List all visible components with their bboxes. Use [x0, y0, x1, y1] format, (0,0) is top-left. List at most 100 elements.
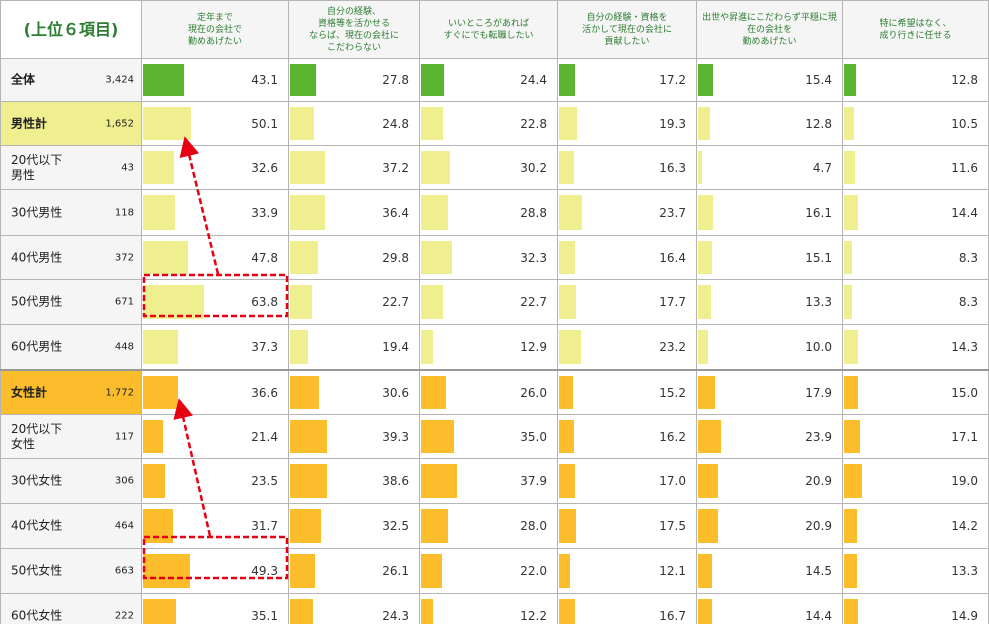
value-cell: 28.8 — [419, 189, 558, 236]
sample-size: 118 — [114, 207, 134, 218]
value-label: 12.8 — [805, 116, 832, 131]
sample-size: 663 — [114, 565, 134, 577]
row-label-cell: 40代女性 464 — [0, 503, 142, 549]
value-label: 37.9 — [520, 474, 547, 488]
value-label: 19.3 — [659, 116, 686, 131]
bar — [559, 420, 575, 453]
value-label: 50.1 — [251, 116, 278, 131]
value-label: 33.9 — [251, 205, 278, 220]
value-cell: 11.6 — [842, 145, 989, 190]
value-cell: 14.3 — [842, 324, 989, 371]
value-cell: 49.3 — [141, 548, 289, 594]
value-label: 35.0 — [520, 429, 547, 444]
value-cell: 19.4 — [288, 324, 420, 371]
value-label: 10.0 — [805, 340, 832, 354]
row-label: 男性計 — [11, 116, 48, 130]
value-label: 17.7 — [659, 295, 686, 309]
value-label: 37.2 — [382, 160, 409, 175]
bar — [290, 151, 326, 184]
table-row: 50代男性 671 63.8 22.7 22.7 17.7 13.3 8.3 — [0, 279, 989, 325]
value-label: 16.3 — [659, 160, 686, 175]
value-cell: 16.2 — [557, 414, 697, 459]
row-label: 60代男性 — [11, 339, 63, 354]
row-label: 30代男性 — [11, 205, 63, 219]
value-cell: 32.6 — [141, 145, 289, 190]
value-cell: 17.2 — [557, 58, 697, 102]
table-row: 40代女性 464 31.7 32.5 28.0 17.5 20.9 14.2 — [0, 503, 989, 549]
row-label-cell: 30代男性 118 — [0, 189, 142, 236]
value-cell: 22.0 — [419, 548, 558, 594]
bar — [290, 330, 309, 364]
bar — [143, 376, 178, 409]
value-cell: 10.0 — [696, 324, 843, 371]
bar — [421, 151, 450, 184]
bar — [421, 64, 445, 96]
bar — [421, 420, 455, 453]
value-label: 30.2 — [520, 160, 547, 175]
value-cell: 8.3 — [842, 279, 989, 325]
sample-size: 222 — [114, 610, 134, 621]
table-row: 50代女性 663 49.3 26.1 22.0 12.1 14.5 13.3 — [0, 548, 989, 594]
bar — [559, 376, 574, 409]
value-label: 31.7 — [251, 519, 278, 533]
bar — [844, 64, 857, 96]
table-row: 全体 3,424 43.1 27.8 24.4 17.2 15.4 12.8 — [0, 58, 989, 102]
bar — [421, 241, 452, 274]
row-label-cell: 20代以下 男性 43 — [0, 145, 142, 190]
value-label: 21.4 — [251, 429, 278, 444]
row-label: 全体 — [11, 72, 36, 87]
value-label: 43.1 — [251, 73, 278, 87]
row-label: 50代男性 — [11, 294, 63, 309]
value-cell: 50.1 — [141, 101, 289, 146]
row-label-cell: 男性計 1,652 — [0, 101, 142, 146]
bar — [143, 195, 176, 230]
bar — [421, 464, 457, 498]
column-header: 出世や昇進にこだわらず平穏に現 在の会社を 勤めあげたい — [696, 0, 843, 59]
value-label: 24.8 — [382, 116, 409, 131]
bar — [559, 464, 576, 498]
bar — [698, 599, 712, 624]
value-label: 22.0 — [520, 564, 547, 578]
bar — [421, 599, 433, 624]
bar — [143, 554, 190, 588]
value-cell: 16.3 — [557, 145, 697, 190]
bar — [844, 330, 858, 364]
value-label: 19.0 — [951, 474, 978, 488]
value-cell: 19.0 — [842, 458, 989, 504]
value-label: 14.4 — [951, 205, 978, 220]
value-label: 49.3 — [251, 564, 278, 578]
sample-size: 117 — [114, 431, 134, 442]
bar — [559, 330, 582, 364]
value-label: 14.3 — [951, 340, 978, 354]
value-label: 14.5 — [805, 564, 832, 578]
sample-size: 372 — [114, 252, 134, 263]
value-label: 4.7 — [812, 160, 832, 175]
value-cell: 10.5 — [842, 101, 989, 146]
bar — [290, 195, 325, 230]
row-label: 40代男性 — [11, 250, 63, 264]
bar — [844, 464, 863, 498]
bar — [290, 464, 327, 498]
value-label: 17.2 — [659, 73, 686, 87]
value-cell: 43.1 — [141, 58, 289, 102]
bar — [143, 420, 164, 453]
value-label: 26.0 — [520, 385, 547, 400]
value-label: 15.1 — [805, 250, 832, 265]
value-cell: 15.0 — [842, 369, 989, 415]
value-cell: 17.9 — [696, 369, 843, 415]
bar — [143, 107, 191, 140]
bar — [290, 509, 321, 543]
value-label: 12.8 — [951, 73, 978, 87]
bar — [290, 107, 314, 140]
bar — [559, 107, 578, 140]
value-label: 32.3 — [520, 250, 547, 265]
bar — [844, 151, 856, 184]
value-cell: 17.0 — [557, 458, 697, 504]
row-label-cell: 20代以下 女性 117 — [0, 414, 142, 459]
bar — [290, 64, 317, 96]
value-label: 23.2 — [659, 340, 686, 354]
table-row: 20代以下 女性 117 21.4 39.3 35.0 16.2 23.9 17.1 — [0, 414, 989, 459]
value-label: 27.8 — [382, 73, 409, 87]
bar — [143, 151, 174, 184]
